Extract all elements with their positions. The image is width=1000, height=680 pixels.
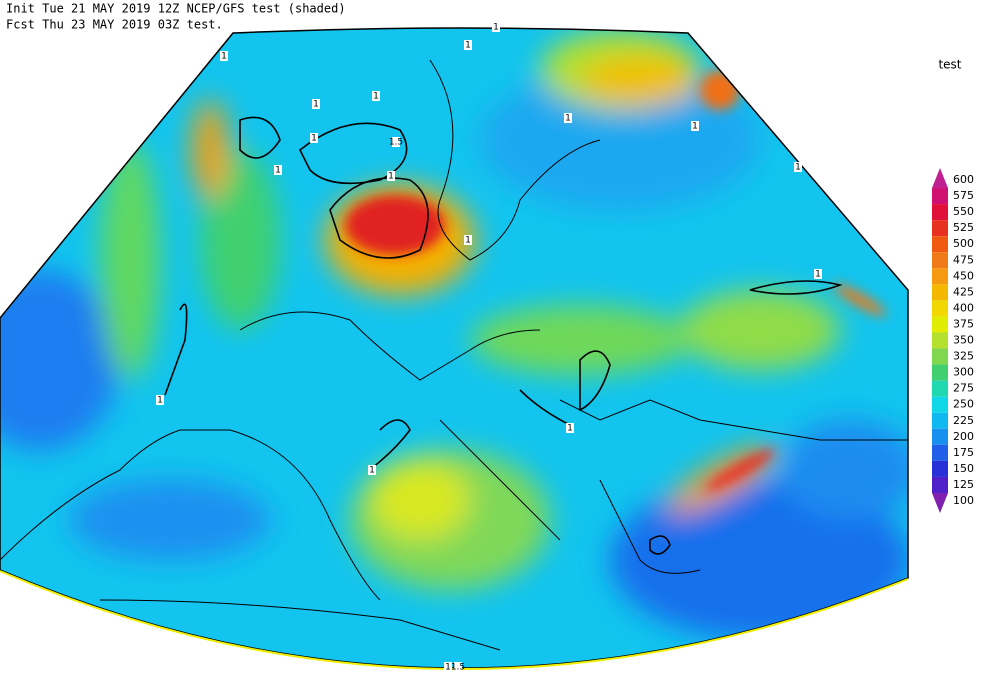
colorbar-box bbox=[932, 476, 948, 493]
colorbar-box bbox=[932, 380, 948, 397]
colorbar-label: 475 bbox=[953, 253, 974, 266]
contour-label: 1.5 bbox=[389, 138, 403, 148]
contours bbox=[164, 116, 843, 555]
colorbar-label: 200 bbox=[953, 430, 974, 443]
colorbar-box bbox=[932, 460, 948, 477]
contour-label-box bbox=[372, 91, 380, 101]
colorbar-box bbox=[932, 204, 948, 221]
contour-label: 1 bbox=[313, 100, 319, 110]
colorbar-box bbox=[932, 428, 948, 445]
header-line: Fcst Thu 23 MAY 2019 03Z test. bbox=[6, 18, 223, 32]
contour-label-box bbox=[464, 40, 472, 50]
colorbar-box bbox=[932, 444, 948, 461]
colorbar-label: 400 bbox=[953, 301, 974, 314]
colorbar-label: 325 bbox=[953, 350, 974, 363]
colorbar-label: 100 bbox=[953, 494, 974, 507]
colorbar-box bbox=[932, 348, 948, 365]
contour-label-box bbox=[564, 113, 572, 123]
colorbar-label: 175 bbox=[953, 446, 974, 459]
colorbar-label: 550 bbox=[953, 205, 974, 218]
colorbar-label: 125 bbox=[953, 478, 974, 491]
colorbar-box bbox=[932, 284, 948, 301]
contour-label: 1 bbox=[157, 396, 163, 406]
contour-label-box bbox=[310, 133, 318, 143]
contour-label-box bbox=[454, 662, 462, 672]
colorbar-cap bbox=[932, 167, 948, 189]
colorbar-label: 150 bbox=[953, 462, 974, 475]
contour-label-box bbox=[387, 171, 395, 181]
colorbar: 600 575 550 525 500 475 450 425 400 375 350 325 300 2… bbox=[932, 167, 974, 514]
colorbar-label: 425 bbox=[953, 285, 974, 298]
contour-label: 1 bbox=[221, 52, 227, 62]
colorbar-box bbox=[932, 396, 948, 413]
colorbar-label: 225 bbox=[953, 414, 974, 427]
map-frame bbox=[0, 27, 909, 669]
colorbar-box bbox=[932, 332, 948, 349]
contour-label-box bbox=[691, 121, 699, 131]
contour-label: 1 bbox=[369, 466, 375, 476]
coastlines bbox=[0, 59, 908, 651]
contour-label-box bbox=[274, 165, 282, 175]
contour-label-box bbox=[814, 269, 822, 279]
contour-label-box bbox=[392, 137, 400, 147]
contour-label-box bbox=[444, 662, 452, 672]
contour-label-box bbox=[464, 235, 472, 245]
contour-label: 1 bbox=[275, 166, 281, 176]
contour-label: 1 bbox=[445, 663, 451, 673]
contour-label-box bbox=[794, 162, 802, 172]
map-field bbox=[0, 28, 908, 669]
colorbar-box bbox=[932, 220, 948, 237]
contour-label: 1.5 bbox=[451, 663, 465, 673]
contour-label: 1 bbox=[465, 236, 471, 246]
colorbar-label: 525 bbox=[953, 221, 974, 234]
colorbar-box bbox=[932, 236, 948, 253]
colorbar-box bbox=[932, 300, 948, 317]
colorbar-label: 575 bbox=[953, 189, 974, 202]
contour-label: 1 bbox=[795, 163, 801, 173]
contour-label: 1 bbox=[692, 122, 698, 132]
colorbar-label: 500 bbox=[953, 237, 974, 250]
colorbar-box bbox=[932, 268, 948, 285]
colorbar-cap bbox=[932, 492, 948, 514]
colorbar-box bbox=[932, 316, 948, 333]
contour-label: 1 bbox=[388, 172, 394, 182]
colorbar-label: 275 bbox=[953, 382, 974, 395]
contour-label: 1 bbox=[373, 92, 379, 102]
colorbar-label: 600 bbox=[953, 173, 974, 186]
colorbar-label: 300 bbox=[953, 366, 974, 379]
colorbar-label: 450 bbox=[953, 269, 974, 282]
colorbar-label: 250 bbox=[953, 398, 974, 411]
header-line: Init Tue 21 MAY 2019 12Z NCEP/GFS test (… bbox=[6, 2, 346, 16]
contour-label-box bbox=[156, 395, 164, 405]
contour-label-box bbox=[368, 465, 376, 475]
colorbar-box bbox=[932, 188, 948, 205]
field-core bbox=[345, 70, 887, 491]
contour-label: 1 bbox=[565, 114, 571, 124]
contour-label: 1 bbox=[493, 23, 499, 33]
contour-label: 1 bbox=[815, 270, 821, 280]
contour-label-box bbox=[220, 51, 228, 61]
contour-label: 1 bbox=[567, 424, 573, 434]
contour-label: 1 bbox=[465, 41, 471, 51]
contour-label: 1 bbox=[311, 134, 317, 144]
colorbar-box bbox=[932, 252, 948, 269]
contour-label-box bbox=[492, 22, 500, 32]
contour-label-box bbox=[312, 99, 320, 109]
map-border bbox=[0, 570, 909, 671]
colorbar-box bbox=[932, 412, 948, 429]
colorbar-box bbox=[932, 364, 948, 381]
legend-title: test bbox=[938, 58, 961, 72]
colorbar-label: 375 bbox=[953, 317, 974, 330]
contour-label-box bbox=[566, 423, 574, 433]
colorbar-label: 350 bbox=[953, 334, 974, 347]
